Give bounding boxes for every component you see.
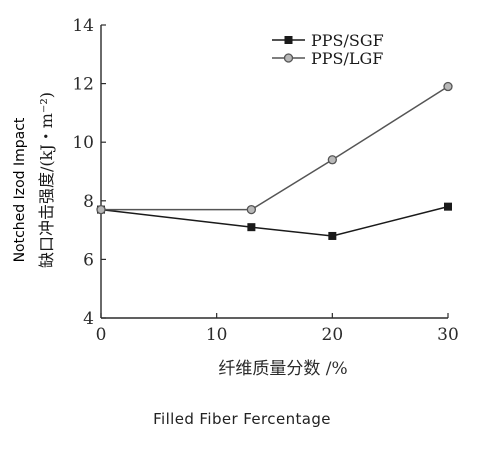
x-tick-label: 30 bbox=[437, 325, 459, 345]
plot-axes bbox=[100, 25, 448, 319]
data-point-sgf bbox=[247, 223, 256, 232]
x-tick-label: 10 bbox=[206, 325, 228, 345]
data-point-lgf bbox=[96, 204, 106, 215]
data-point-sgf bbox=[444, 202, 452, 211]
y-overlay-label: Notched Izod Impact bbox=[12, 117, 28, 262]
legend-label-0: PPS/SGF bbox=[311, 31, 384, 50]
y-axis-label: 缺口冲击强度/(kJ・m⁻²) bbox=[37, 92, 56, 268]
legend-marker-lgf bbox=[283, 53, 294, 63]
y-tick-label: 4 bbox=[83, 309, 94, 329]
data-point-lgf bbox=[327, 155, 337, 165]
y-tick-label: 6 bbox=[83, 250, 94, 270]
y-tick-label: 12 bbox=[72, 75, 94, 95]
series-line-0 bbox=[100, 205, 449, 237]
x-axis-label: 纤维质量分数 /% bbox=[218, 359, 347, 379]
series-line-1 bbox=[101, 85, 449, 211]
legend-marker-sgf bbox=[284, 36, 293, 44]
data-point-sgf bbox=[328, 231, 337, 240]
y-tick-label: 10 bbox=[72, 133, 94, 153]
x-tick-label: 0 bbox=[96, 325, 107, 345]
data-series bbox=[96, 81, 453, 240]
y-tick-label: 14 bbox=[72, 16, 94, 36]
y-tick-label: 8 bbox=[83, 192, 94, 212]
x-tick-label: 20 bbox=[322, 325, 344, 345]
x-overlay-label: Filled Fiber Fercentage bbox=[153, 410, 331, 428]
data-point-lgf bbox=[443, 81, 453, 92]
legend-label-1: PPS/LGF bbox=[311, 49, 383, 68]
axis-ticks: 0 10 20 30 4 6 8 10 12 14 bbox=[72, 16, 458, 345]
data-point-lgf bbox=[246, 204, 257, 215]
